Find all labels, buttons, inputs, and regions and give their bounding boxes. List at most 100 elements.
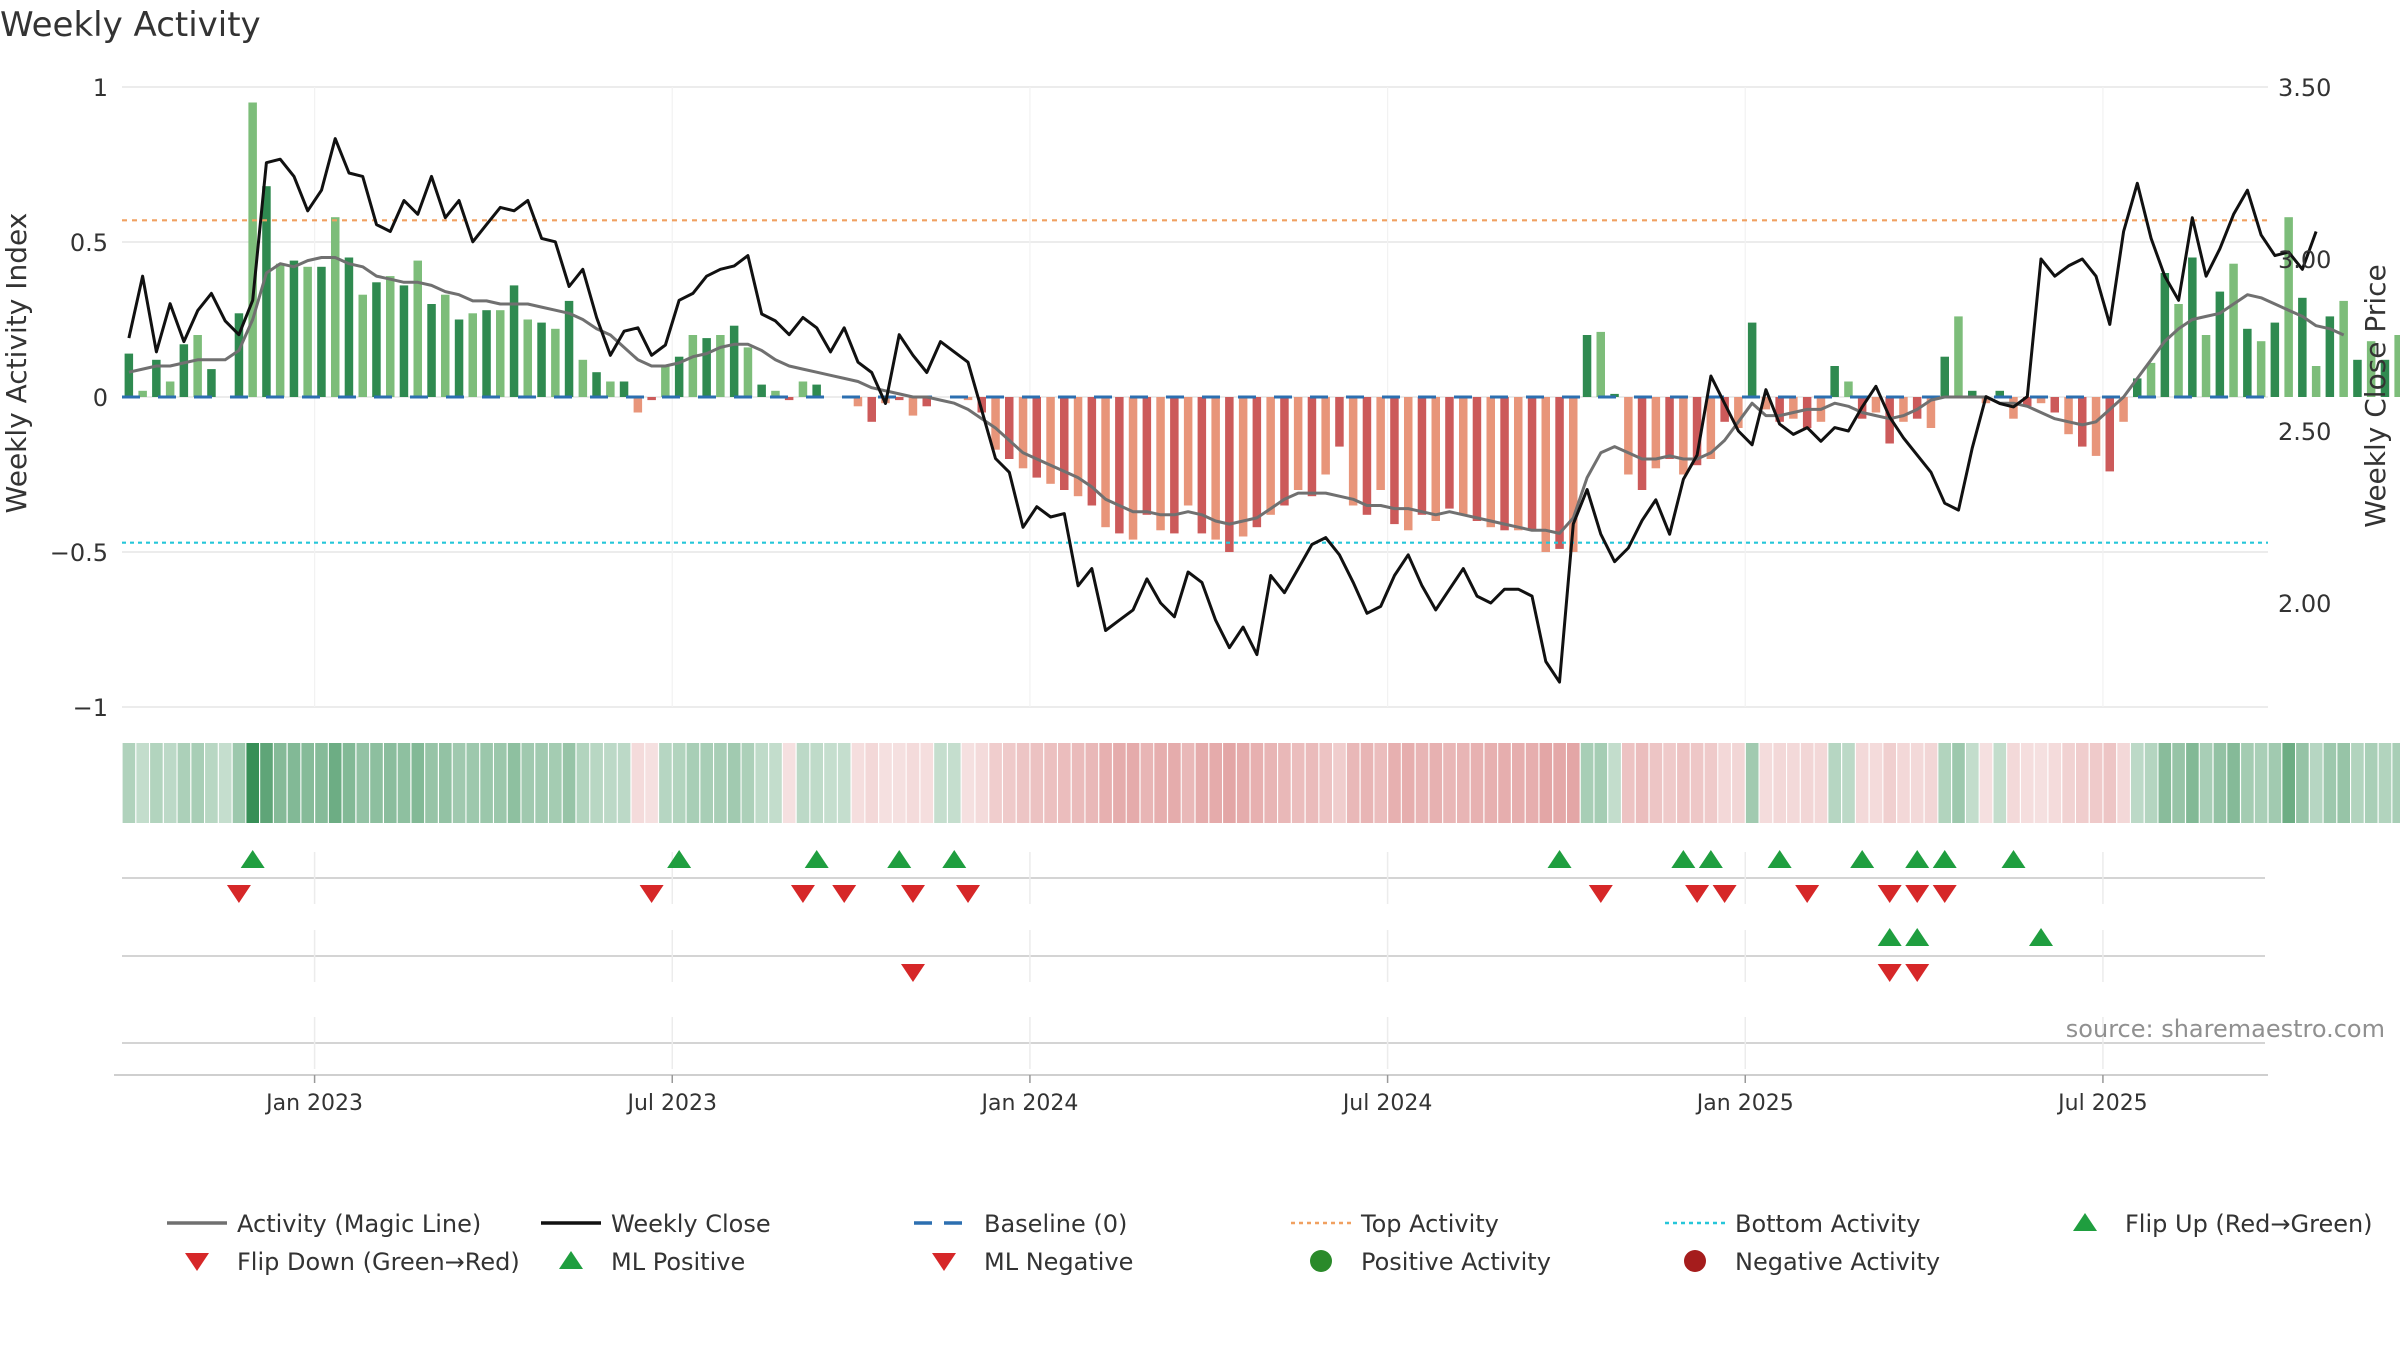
activity-bar <box>2366 341 2376 397</box>
flip-up-marker <box>1767 850 1792 868</box>
ml-positive-marker <box>2029 928 2054 946</box>
heat-cell <box>1333 743 1346 823</box>
activity-bar <box>606 381 615 397</box>
legend-swatch <box>1684 1250 1706 1272</box>
activity-bar <box>1390 397 1399 525</box>
legend-item: Flip Down (Green→Red) <box>185 1248 520 1276</box>
heat-cell <box>1787 743 1800 823</box>
heat-cell <box>1058 743 1071 823</box>
heat-cell <box>205 743 218 823</box>
heat-cell <box>1305 743 1319 823</box>
heat-cell <box>1470 743 1484 823</box>
heat-cell <box>1732 743 1745 823</box>
legend-item: Top Activity <box>1291 1210 1499 1238</box>
activity-bar <box>275 263 285 397</box>
activity-bar <box>1252 397 1262 528</box>
activity-bar <box>1156 397 1165 531</box>
heat-cell <box>397 743 411 823</box>
activity-bar <box>372 282 381 397</box>
heat-cell <box>1278 743 1291 823</box>
activity-bar <box>729 325 739 397</box>
heat-cell <box>961 743 975 823</box>
heat-cell <box>1539 743 1553 823</box>
activity-bar <box>1569 397 1578 552</box>
activity-bar <box>812 384 821 397</box>
heat-cell <box>1415 743 1429 823</box>
heat-cell <box>755 743 768 823</box>
activity-bar <box>1514 397 1523 531</box>
activity-bar <box>1307 397 1317 497</box>
heat-cell <box>2131 743 2144 823</box>
activity-bar <box>2174 304 2183 397</box>
flip-down-marker <box>639 885 664 903</box>
activity-bar <box>895 397 904 401</box>
heat-cell <box>1099 743 1112 823</box>
flip-down-marker <box>1712 885 1737 903</box>
heat-cell <box>356 743 370 823</box>
heat-cell <box>2144 743 2158 823</box>
activity-bar <box>1445 397 1454 509</box>
heat-cell <box>1800 743 1814 823</box>
heat-cell <box>1388 743 1401 823</box>
legend-label: Flip Up (Red→Green) <box>2125 1210 2373 1238</box>
heat-cell <box>2186 743 2199 823</box>
activity-bar <box>152 359 161 397</box>
activity-bar <box>1541 397 1550 552</box>
heat-cell <box>672 743 686 823</box>
legend-label: ML Positive <box>611 1248 745 1276</box>
activity-bar <box>317 266 326 397</box>
heat-cell <box>1016 743 1030 823</box>
activity-bar <box>1170 397 1179 534</box>
activity-bar <box>991 397 1000 450</box>
heat-cell <box>1429 743 1443 823</box>
activity-bar <box>303 266 312 397</box>
heat-cell <box>1979 743 1993 823</box>
heat-cell <box>2351 743 2364 823</box>
flip-up-marker <box>2001 850 2026 868</box>
ml-negative-marker <box>1877 964 1902 982</box>
y-axis-right-label: Weekly Close Price <box>2359 264 2392 527</box>
weekly-close-line <box>127 137 2318 684</box>
activity-bar <box>1802 397 1812 428</box>
activity-bar <box>1995 390 2004 397</box>
heat-cell <box>1525 743 1539 823</box>
heat-cell <box>1773 743 1786 823</box>
heat-cell <box>934 743 947 823</box>
heat-cell <box>590 743 603 823</box>
heat-cell <box>425 743 438 823</box>
heat-cell <box>1319 743 1332 823</box>
heat-cell <box>1140 743 1154 823</box>
activity-bar <box>1899 397 1908 422</box>
heat-cell <box>1154 743 1167 823</box>
heat-cell <box>2117 743 2130 823</box>
activity-bar <box>1637 397 1647 490</box>
activity-bar <box>1101 397 1110 528</box>
activity-bar <box>1293 397 1303 490</box>
activity-bar <box>1720 397 1729 422</box>
flip-down-marker <box>1877 885 1902 903</box>
activity-bar <box>2036 397 2046 404</box>
activity-bar <box>578 359 588 397</box>
activity-bar <box>633 397 643 413</box>
legend-item: Weekly Close <box>541 1210 771 1238</box>
activity-bar <box>399 285 409 397</box>
activity-bar <box>1266 397 1275 515</box>
activity-bar <box>1128 397 1138 540</box>
heat-cell <box>1457 743 1470 823</box>
heat-cell <box>1003 743 1016 823</box>
legend-item: ML Positive <box>559 1248 745 1276</box>
chart-title: Weekly Activity <box>0 5 261 45</box>
heat-cell <box>1608 743 1621 823</box>
heat-cell <box>1622 743 1635 823</box>
heat-cell <box>2241 743 2254 823</box>
heat-cell <box>1993 743 2007 823</box>
x-tick-label: Jul 2024 <box>1341 1091 1433 1116</box>
legend-item: Baseline (0) <box>914 1210 1127 1238</box>
heat-cell <box>535 743 548 823</box>
activity-bar <box>1087 397 1097 506</box>
heat-cell <box>1223 743 1236 823</box>
activity-bar <box>1830 366 1839 397</box>
activity-bar <box>496 310 505 397</box>
activity-bar <box>1348 397 1358 506</box>
activity-bar <box>1761 397 1771 410</box>
